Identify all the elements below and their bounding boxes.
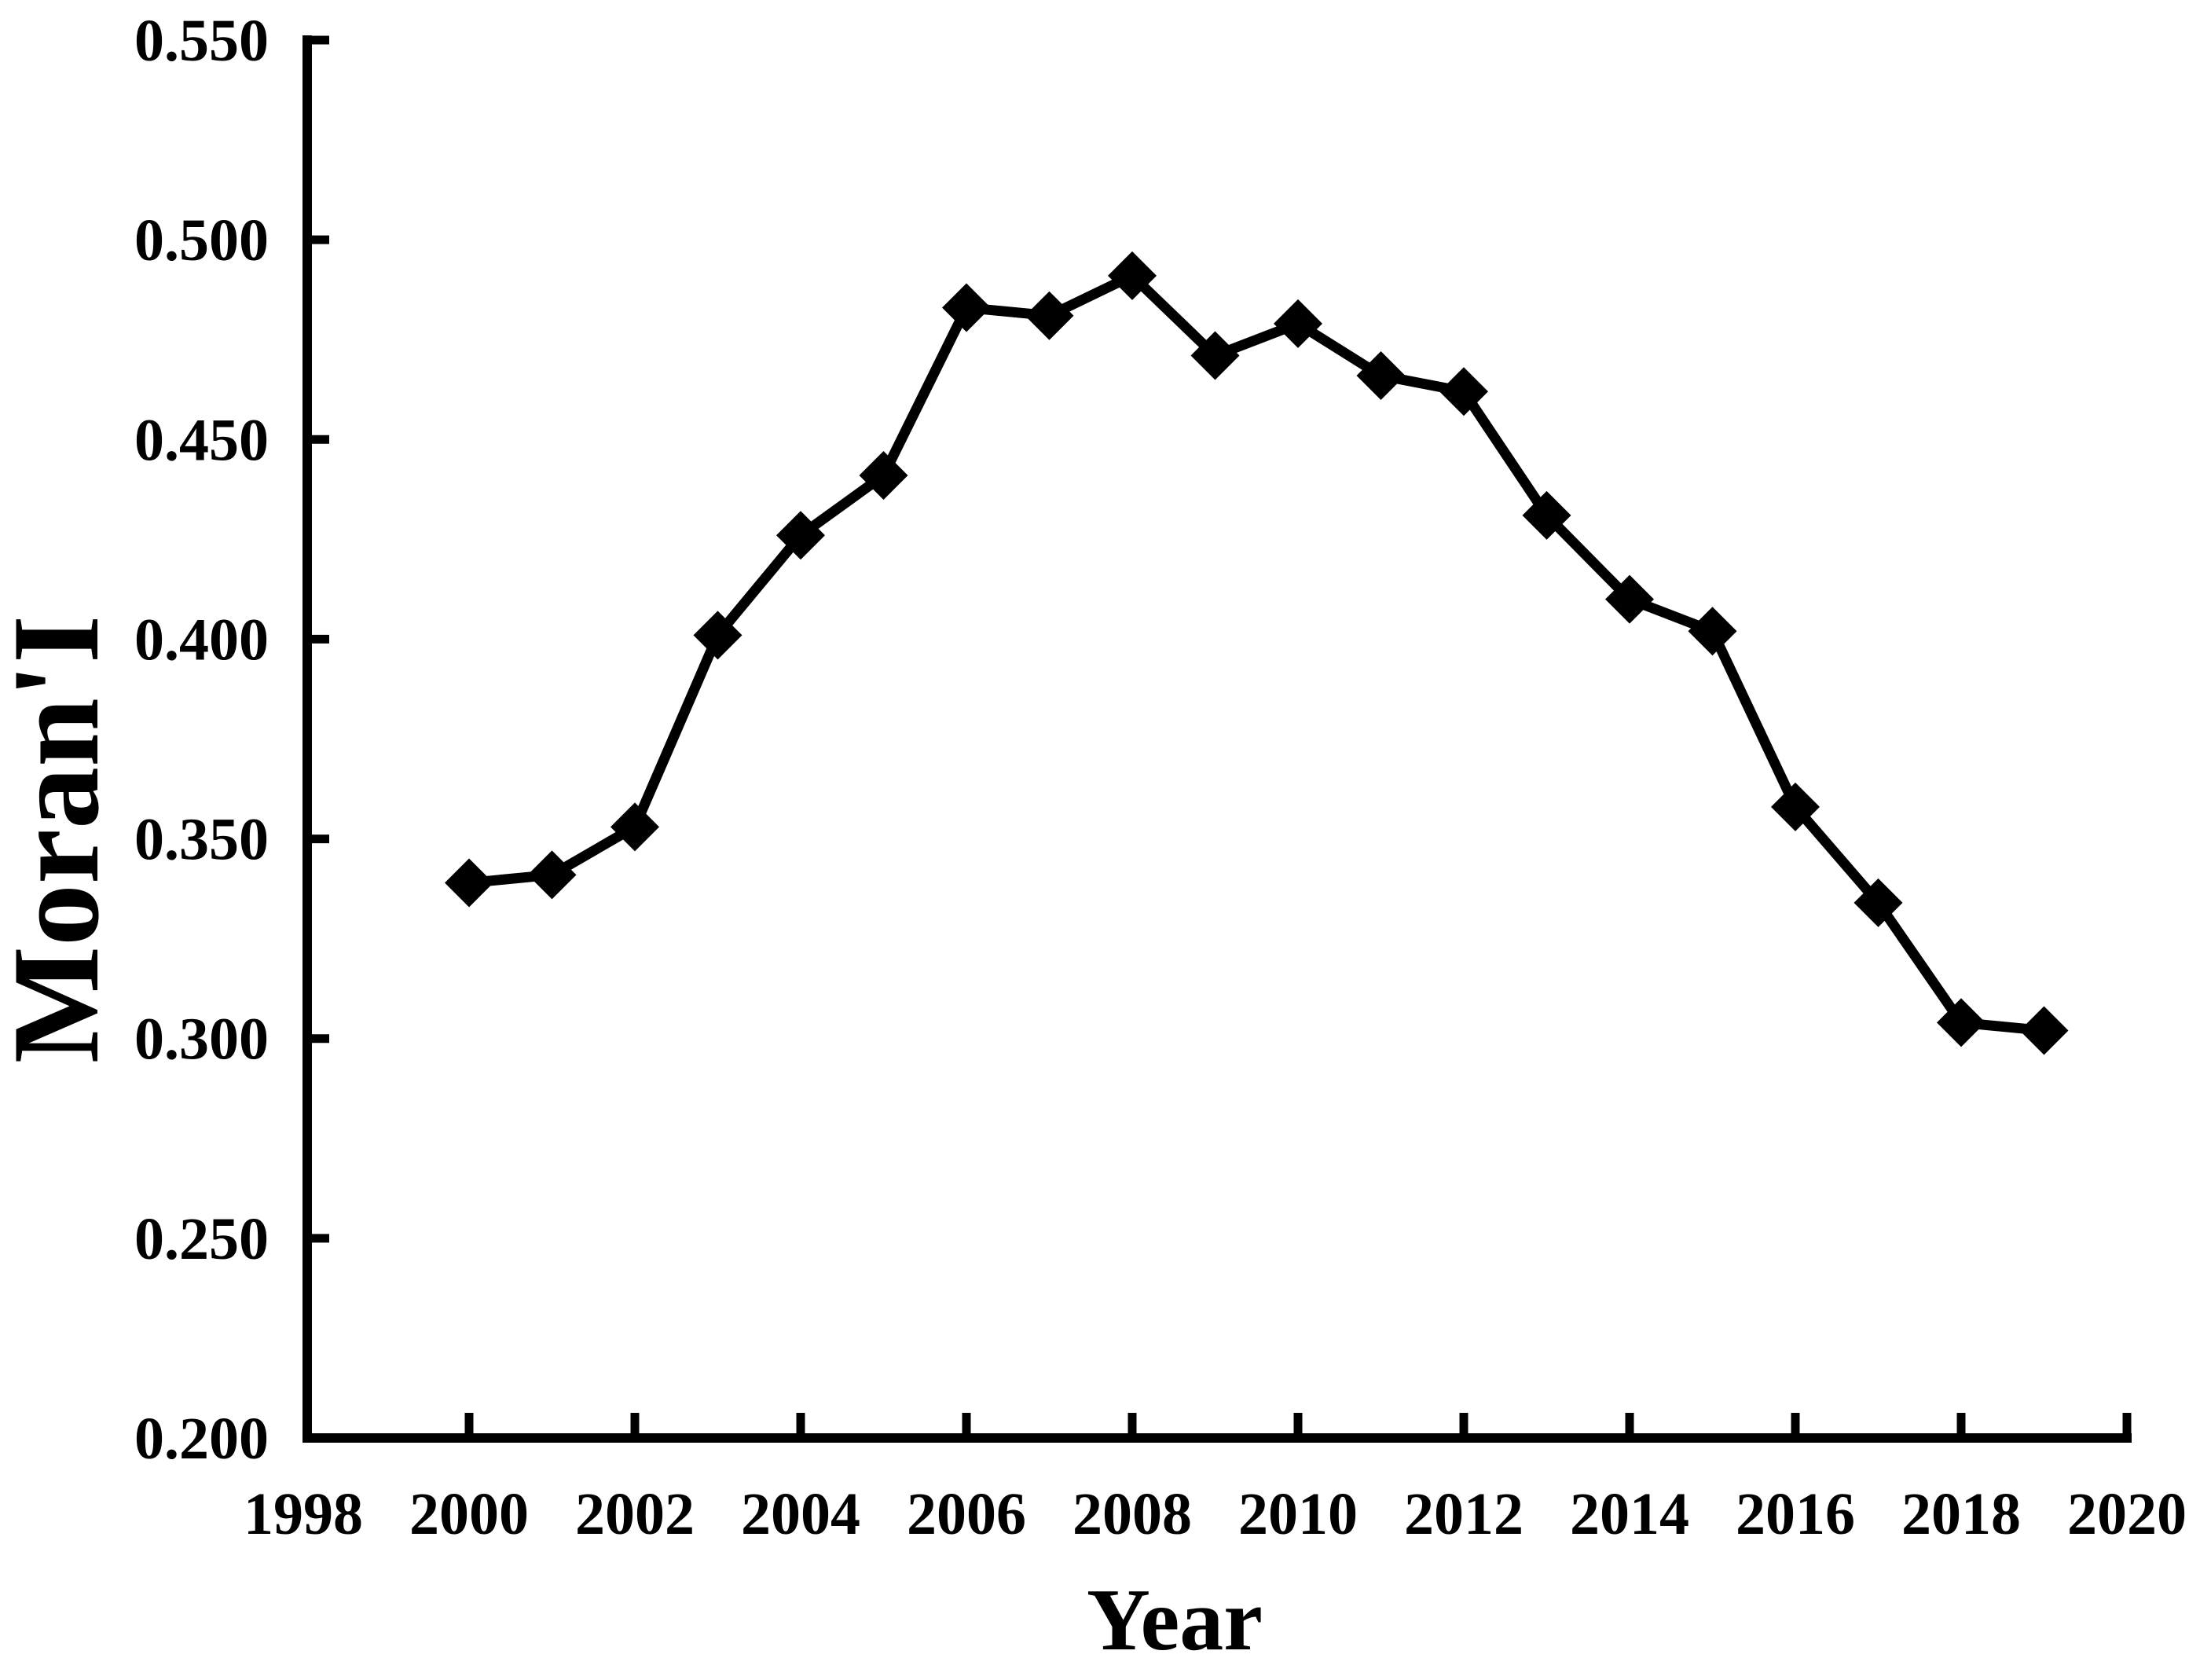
ticks-layer [307,35,2132,1438]
data-point-marker-2008 [1108,251,1157,300]
axis-spine [302,35,2132,1443]
x-tick-label-2006: 2006 [907,1481,1026,1547]
data-point-marker-2013 [1522,490,1571,540]
x-tick-label-2018: 2018 [1901,1481,2021,1547]
x-tick-label-2012: 2012 [1404,1481,1524,1547]
y-tick-label-0.500: 0.500 [134,207,269,273]
data-point-marker-2019 [2019,1006,2069,1055]
data-point-marker-2003 [693,611,742,660]
data-point-marker-2014 [1605,574,1654,624]
y-tick-label-0.550: 0.550 [134,8,269,74]
data-point-marker-2010 [1274,299,1322,348]
data-point-marker-2016 [1771,782,1820,831]
data-point-marker-2002 [610,802,659,852]
x-axis-title: Year [1087,1572,1263,1669]
y-tick-label-0.450: 0.450 [134,407,269,473]
data-point-marker-2000 [445,858,493,908]
x-tick-label-2002: 2002 [575,1481,695,1547]
x-tick-label-2008: 2008 [1072,1481,1192,1547]
y-tick-label-0.350: 0.350 [134,807,269,873]
x-tick-label-2004: 2004 [741,1481,860,1547]
data-series-line [464,270,2049,1036]
tick-labels-layer: 0.200 0.250 0.300 0.350 0.400 0.450 0.500 0.550… [134,8,2187,1547]
y-tick-label-0.300: 0.300 [134,1007,269,1073]
x-tick-label-2016: 2016 [1736,1481,1855,1547]
data-series-layer [445,251,2069,1055]
data-point-marker-2006 [942,283,991,332]
data-point-marker-2004 [776,511,825,560]
x-tick-label-1998: 1998 [244,1481,363,1547]
data-point-marker-2015 [1688,607,1737,656]
y-tick-label-0.250: 0.250 [134,1206,269,1272]
data-point-marker-2009 [1190,331,1240,380]
data-point-marker-2017 [1854,878,1903,927]
y-axis-title: Moran'I [0,614,125,1064]
x-tick-label-2000: 2000 [409,1481,529,1547]
data-point-marker-2005 [859,451,908,501]
y-tick-label-0.200: 0.200 [134,1406,269,1472]
axes-layer [302,35,2132,1443]
x-tick-label-2020: 2020 [2067,1481,2187,1547]
data-point-marker-2018 [1937,998,1986,1047]
data-point-marker-2007 [1025,291,1074,340]
data-point-marker-2012 [1439,367,1488,416]
x-tick-label-2010: 2010 [1238,1481,1358,1547]
y-tick-label-0.400: 0.400 [134,607,269,673]
data-point-marker-2001 [527,850,577,900]
x-tick-label-2014: 2014 [1570,1481,1689,1547]
data-point-marker-2011 [1356,350,1406,400]
